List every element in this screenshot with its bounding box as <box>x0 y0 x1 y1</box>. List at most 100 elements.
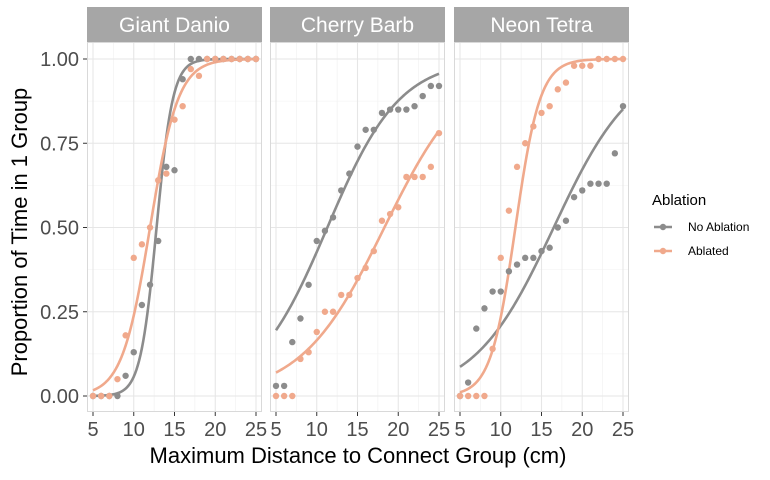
panel-border <box>87 42 262 412</box>
data-point-ablated <box>187 65 194 73</box>
data-point-ablated <box>378 217 386 224</box>
data-point-ablated <box>280 392 288 400</box>
x-tick-label: 10 <box>306 419 328 441</box>
data-point-ablated <box>530 123 537 130</box>
legend-key-point <box>659 247 667 255</box>
data-point-ablated <box>603 55 610 63</box>
legend-entries: No Ablation Ablated <box>654 220 749 258</box>
data-point-ablated <box>362 264 369 272</box>
x-tick-label: 10 <box>490 419 512 441</box>
data-point-ablated <box>386 210 394 218</box>
legend-item-ablated: Ablated <box>654 244 729 258</box>
data-point-no-ablation <box>473 325 480 332</box>
data-point-no-ablation <box>505 268 513 275</box>
gridlines <box>270 42 445 412</box>
data-point-no-ablation <box>187 55 194 63</box>
data-point-no-ablation <box>289 338 296 346</box>
panel-cherry-barb: Cherry Barb 5 10 15 20 25 <box>270 7 450 441</box>
x-axis: 5 10 15 20 25 <box>454 412 634 441</box>
data-point-ablated <box>195 72 203 80</box>
data-point-no-ablation <box>546 244 553 251</box>
panel-border <box>454 42 629 412</box>
data-point-no-ablation <box>370 126 377 133</box>
data-point-ablated <box>338 291 345 299</box>
y-tick-label: 0.75 <box>40 133 79 155</box>
x-tick-label: 15 <box>346 419 368 441</box>
x-axis: 5 10 15 20 25 <box>87 412 267 441</box>
panels-layer: Giant Danio 5 10 15 20 25 Cherry Barb 5 10 15 20 25… <box>87 7 634 441</box>
y-tick-label: 1.00 <box>40 49 79 71</box>
x-tick-label: 25 <box>245 419 267 441</box>
data-point-ablated <box>489 345 496 353</box>
data-point-no-ablation <box>130 348 137 356</box>
data-point-no-ablation <box>321 227 329 235</box>
facet-strip-label: Giant Danio <box>119 14 230 37</box>
fit-line-no-ablation <box>274 72 440 331</box>
legend-label: No Ablation <box>688 220 749 234</box>
data-point-no-ablation <box>338 187 345 194</box>
panel-neon-tetra: Neon Tetra 5 10 15 20 25 <box>454 7 634 441</box>
data-point-no-ablation <box>378 109 386 117</box>
data-point-no-ablation <box>513 261 521 268</box>
x-tick-label: 25 <box>612 419 634 441</box>
data-point-no-ablation <box>171 167 178 174</box>
panel-giant-danio: Giant Danio 5 10 15 20 25 <box>87 7 267 441</box>
x-tick-label: 25 <box>428 419 450 441</box>
data-point-no-ablation <box>427 82 435 90</box>
data-point-ablated <box>236 55 243 63</box>
x-tick-label: 15 <box>530 419 552 441</box>
data-point-no-ablation <box>272 382 280 390</box>
data-point-no-ablation <box>411 102 418 110</box>
data-point-no-ablation <box>146 281 154 288</box>
data-point-no-ablation <box>435 82 443 90</box>
y-axis-title: Proportion of Time in 1 Group <box>7 88 32 377</box>
data-point-ablated <box>579 62 586 69</box>
data-point-ablated <box>587 62 594 69</box>
data-point-no-ablation <box>163 163 170 171</box>
data-point-no-ablation <box>329 214 337 221</box>
data-point-no-ablation <box>297 315 304 322</box>
data-point-ablated <box>212 55 219 63</box>
data-point-ablated <box>203 55 211 63</box>
data-point-ablated <box>346 291 353 299</box>
data-point-no-ablation <box>481 305 488 312</box>
x-axis-title: Maximum Distance to Connect Group (cm) <box>150 443 567 468</box>
data-point-ablated <box>272 392 280 400</box>
data-point-no-ablation <box>346 170 353 177</box>
data-point-no-ablation <box>611 150 619 157</box>
data-point-ablated <box>395 204 402 211</box>
facet-strip <box>454 7 629 42</box>
data-point-ablated <box>619 55 627 63</box>
y-tick-label: 0.00 <box>40 386 79 408</box>
data-point-no-ablation <box>489 288 496 295</box>
data-point-ablated <box>354 274 361 282</box>
x-tick-label: 20 <box>571 419 593 441</box>
data-point-ablated <box>546 102 553 110</box>
facet-strip <box>270 7 445 42</box>
x-tick-label: 15 <box>163 419 185 441</box>
data-point-no-ablation <box>179 76 186 83</box>
data-point-no-ablation <box>595 180 602 187</box>
data-point-no-ablation <box>538 247 545 255</box>
y-axis: 0.00 0.25 0.50 0.75 1.00 <box>40 49 87 408</box>
data-point-no-ablation <box>464 379 472 386</box>
data-point-no-ablation <box>603 180 610 187</box>
data-point-ablated <box>163 170 170 177</box>
data-point-ablated <box>538 109 545 117</box>
data-point-no-ablation <box>280 382 288 390</box>
data-point-no-ablation <box>419 92 426 100</box>
data-point-ablated <box>611 55 619 63</box>
data-point-no-ablation <box>497 288 504 295</box>
data-point-ablated <box>244 55 252 63</box>
x-axis: 5 10 15 20 25 <box>270 412 450 441</box>
data-point-ablated <box>155 177 162 184</box>
facet-strip-label: Neon Tetra <box>490 14 593 37</box>
x-tick-label: 10 <box>123 419 145 441</box>
data-point-no-ablation <box>403 106 410 113</box>
data-point-ablated <box>97 392 105 400</box>
data-point-ablated <box>252 55 260 63</box>
legend-title: Ablation <box>652 192 706 209</box>
data-point-ablated <box>456 392 464 400</box>
data-point-no-ablation <box>138 301 146 309</box>
